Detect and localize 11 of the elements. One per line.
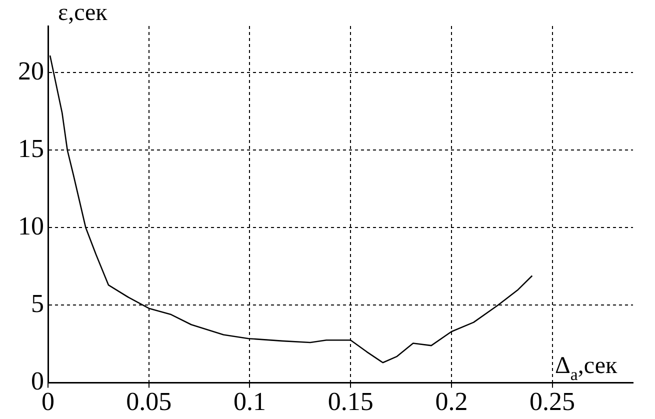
x-tick-label: 0.2 [435,387,468,416]
x-tick-label: 0.05 [126,387,172,416]
y-tick-label: 15 [18,134,44,163]
y-tick-label: 10 [18,212,44,240]
y-tick-label: 0 [31,366,44,396]
x-tick-label: 0.15 [328,387,374,416]
y-axis-title: ε,сек [58,0,108,26]
y-tick-label: 20 [18,56,44,86]
x-tick-label: 0.25 [530,387,576,416]
y-tick-label: 5 [31,289,44,318]
x-tick-label: 0.1 [233,387,266,416]
